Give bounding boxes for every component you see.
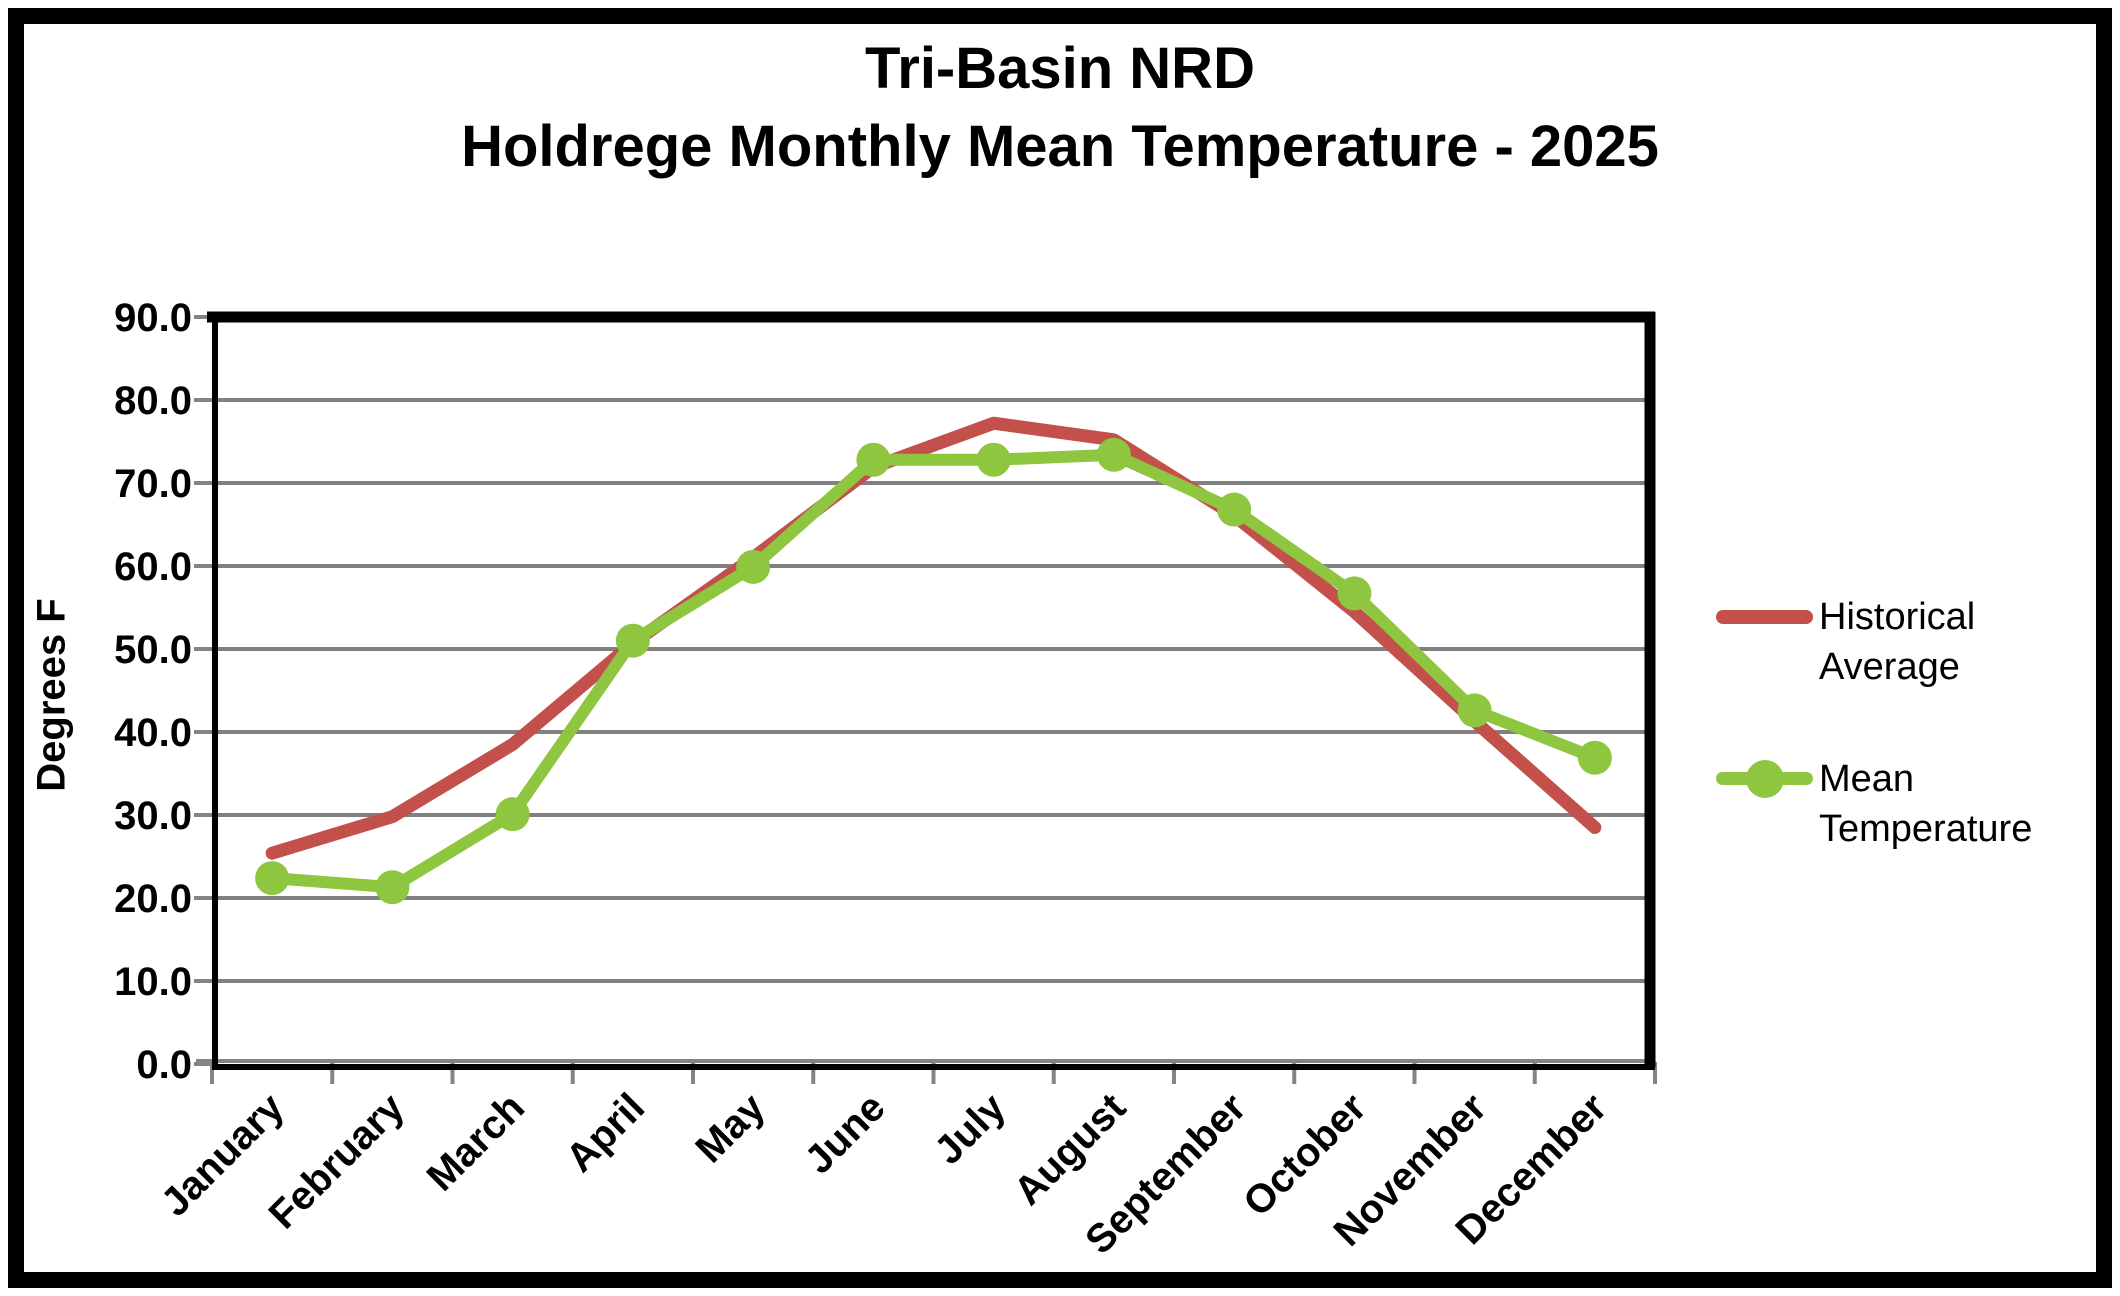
svg-text:40.0: 40.0 — [114, 711, 192, 755]
legend-label-mean-temperature: Mean Temperature — [1819, 758, 2033, 851]
chart-title-line-2: Holdrege Monthly Mean Temperature - 2025 — [461, 114, 1659, 180]
svg-text:50.0: 50.0 — [114, 628, 192, 672]
svg-text:0.0: 0.0 — [136, 1043, 192, 1087]
svg-text:May: May — [687, 1085, 774, 1172]
svg-text:90.0: 90.0 — [114, 296, 192, 340]
svg-text:70.0: 70.0 — [114, 462, 192, 506]
svg-text:20.0: 20.0 — [114, 877, 192, 921]
svg-text:July: July — [926, 1085, 1014, 1173]
svg-text:80.0: 80.0 — [114, 379, 192, 423]
historical-average-line-swatch — [1716, 610, 1813, 624]
legend-item-mean-temperature: Mean Temperature — [1716, 754, 2099, 854]
svg-text:60.0: 60.0 — [114, 545, 192, 589]
svg-text:June: June — [797, 1085, 894, 1182]
mean-temperature-line — [266, 448, 1601, 894]
axes — [196, 311, 1656, 1070]
y-axis-labels: 0.0 10.0 20.0 30.0 40.0 50.0 60.0 70.0 80.0 90.0 — [114, 296, 192, 1087]
svg-text:30.0: 30.0 — [114, 794, 192, 838]
legend-label-historical-average: Historical Average — [1819, 596, 1976, 689]
svg-text:April: April — [558, 1085, 654, 1181]
mean-temperature-markers — [255, 437, 1612, 905]
outer-border — [8, 8, 2112, 1288]
legend-item-historical-average: Historical Average — [1716, 592, 2099, 692]
chart-title-line-1: Tri-Basin NRD — [865, 36, 1255, 101]
chart-title: Tri-Basin NRD Holdrege Monthly Mean Temp… — [0, 30, 2120, 187]
legend: Historical Average Mean Temperature — [1716, 592, 2099, 855]
svg-text:10.0: 10.0 — [114, 960, 192, 1004]
mean-temperature-line-swatch — [1716, 759, 1813, 798]
historical-average-line — [265, 416, 1602, 860]
mean-temperature-marker-swatch — [1745, 759, 1784, 798]
svg-text:March: March — [419, 1085, 533, 1199]
